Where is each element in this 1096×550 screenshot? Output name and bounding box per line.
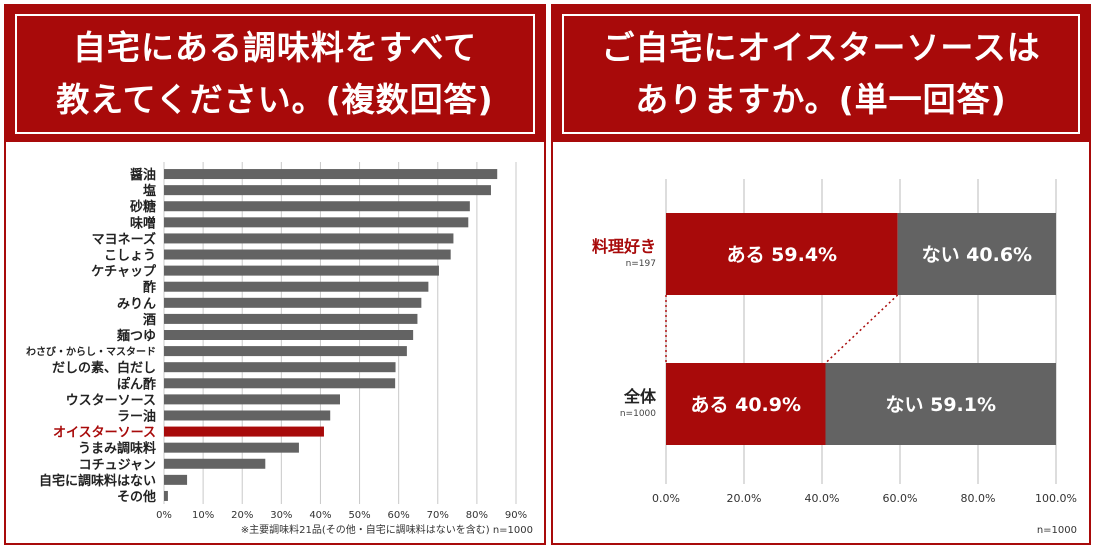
bar [164,281,429,292]
category-label: わさび・からし・マスタード [26,345,156,358]
category-label: ラー油 [117,408,156,424]
bar [164,346,407,357]
footnote: ※主要調味料21品(その他・自宅に調味料はないを含む) n=1000 [241,523,533,536]
segment-label: ない 40.6% [922,244,1033,266]
right-panel: ご自宅にオイスターソースは ありますか。(単一回答) 0.0% 20.0% 40.0… [551,4,1091,545]
x-tick-label: 0% [156,510,172,521]
x-tick-label: 80% [466,510,488,521]
category-label: その他 [117,489,156,505]
x-tick-label: 70% [427,510,449,521]
bar [164,410,331,421]
left-title-line2: 教えてください。(複数回答) [56,80,494,119]
right-title-line2: ありますか。(単一回答) [635,80,1007,119]
bar [164,426,324,437]
category-label: ケチャップ [91,265,157,280]
stacked-segment [666,363,826,445]
seasonings-bar-chart: 0% 10% 20% 30% 40% 50% 60% 70% 80% 90% 醤油塩砂糖味噌マヨネー… [26,162,533,536]
x-tick-label: 40% [309,510,331,521]
oyster-sauce-stacked-chart: 0.0% 20.0% 40.0% 60.0% 80.0% 100.0% ある 59.4% ない… [592,179,1077,536]
left-header: 自宅にある調味料をすべて 教えてください。(複数回答) [6,6,544,142]
bar [164,201,470,212]
category-label: 麺つゆ [116,328,156,344]
row-n-label: n=1000 [620,409,656,419]
bar [164,362,396,373]
category-label: コチュジャン [79,458,156,473]
category-label: ぽん酢 [117,376,156,392]
left-title-line1: 自宅にある調味料をすべて [72,28,478,67]
left-panel: 自宅にある調味料をすべて 教えてください。(複数回答) 0% 10% 20% 30% 4… [4,4,546,545]
category-label: 醤油 [130,167,156,183]
x-tick-label: 40.0% [805,492,840,505]
n-note: n=1000 [1037,525,1077,536]
x-tick-label: 90% [505,510,527,521]
right-header-frame: ご自宅にオイスターソースは ありますか。(単一回答) [562,14,1080,134]
right-title-line1: ご自宅にオイスターソースは [601,28,1041,67]
x-tick-label: 0.0% [652,492,680,505]
bar [164,394,340,405]
category-label: みりん [117,297,156,312]
row-n-label: n=197 [626,259,656,269]
bar [164,169,498,180]
segment-label: ある 40.9% [690,394,801,416]
row-label: 料理好き [592,237,656,256]
row-label: 全体 [623,387,657,406]
stacked-segment [666,213,898,295]
bar [164,442,299,453]
category-label: こしょう [104,249,156,264]
x-tick-label: 10% [192,510,214,521]
right-header: ご自宅にオイスターソースは ありますか。(単一回答) [553,6,1089,142]
segment-label: ある 59.4% [727,244,838,266]
stacked-segment [825,363,1056,445]
x-tick-label: 50% [348,510,370,521]
x-tick-label: 100.0% [1035,492,1077,505]
bar [164,474,188,485]
bar [164,330,414,340]
category-label: ウスターソース [66,393,156,408]
category-label: 塩 [143,183,156,199]
category-label: マヨネーズ [92,231,156,247]
segment-label: ない 59.1% [885,394,996,416]
x-tick-label: 30% [270,510,292,521]
bar [164,313,418,324]
bar [164,378,396,389]
category-label: だしの素、白だし [52,360,156,376]
x-tick-label: 80.0% [961,492,996,505]
bar [164,233,454,244]
x-tick-label: 60.0% [883,492,918,505]
category-label: うまみ調味料 [78,441,156,457]
left-header-frame: 自宅にある調味料をすべて 教えてください。(複数回答) [15,14,535,134]
stacked-segment [897,213,1056,295]
category-label: 自宅に調味料はない [39,473,156,489]
category-label: オイスターソース [53,426,156,441]
bar [164,297,422,308]
bar [164,249,451,260]
category-label: 味噌 [130,215,156,231]
bar [164,185,491,196]
connector-line [824,294,899,364]
category-label: 酒 [143,313,156,328]
bar [164,217,469,228]
category-label: 酢 [143,280,156,296]
category-label: 砂糖 [129,199,156,215]
x-tick-label: 60% [388,510,410,521]
bar [164,265,439,276]
x-tick-label: 20% [231,510,253,521]
bar [164,490,168,501]
bar [164,458,266,469]
x-tick-label: 20.0% [727,492,762,505]
